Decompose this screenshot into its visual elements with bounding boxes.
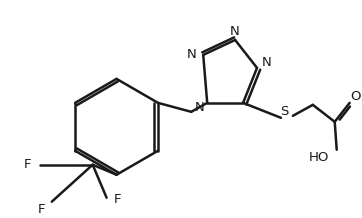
Text: N: N: [194, 101, 204, 114]
Text: N: N: [230, 26, 240, 38]
Text: S: S: [280, 105, 288, 118]
Text: F: F: [114, 193, 121, 206]
Text: N: N: [186, 48, 196, 61]
Text: F: F: [38, 203, 46, 216]
Text: O: O: [350, 90, 361, 103]
Text: F: F: [24, 158, 31, 171]
Text: N: N: [262, 56, 272, 69]
Text: HO: HO: [308, 151, 329, 164]
